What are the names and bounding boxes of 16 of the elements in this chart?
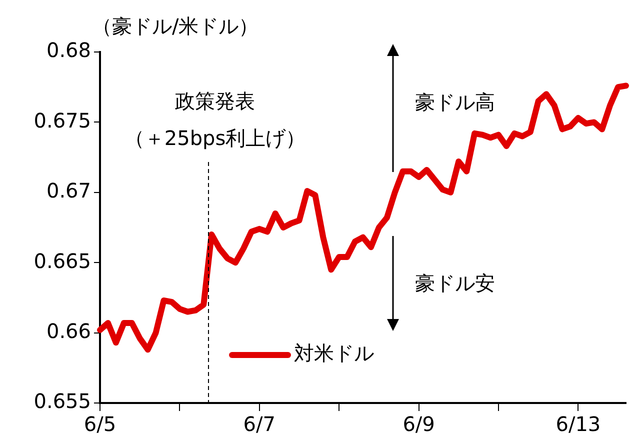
- x-tick-label: 6/9: [402, 412, 435, 436]
- y-tick-label: 0.68: [46, 38, 91, 62]
- x-tick-label: 6/5: [84, 412, 116, 436]
- y-tick-label: 0.675: [34, 108, 91, 132]
- legend-label: 対米ドル: [294, 341, 374, 366]
- y-tick-label: 0.67: [46, 178, 91, 203]
- annotation: 豪ドル高: [415, 90, 495, 114]
- y-axis-title: （豪ドル/米ドル）: [92, 14, 259, 38]
- y-tick-label: 0.655: [34, 389, 91, 414]
- annotation: 豪ドル安: [415, 271, 495, 296]
- annotation: 政策発表: [175, 89, 255, 114]
- annotation: （＋25bps利上げ）: [124, 126, 306, 150]
- x-tick-label: 6/7: [243, 412, 276, 436]
- y-tick-label: 0.665: [34, 248, 91, 273]
- x-tick-label: 6/13: [556, 412, 601, 436]
- y-tick-label: 0.66: [46, 319, 91, 344]
